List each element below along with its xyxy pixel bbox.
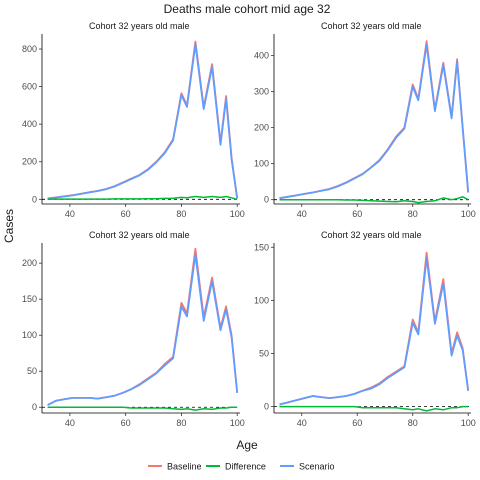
panel-title: Cohort 32 years old male xyxy=(89,21,190,31)
series-line-scenario xyxy=(47,253,239,406)
x-tick-label: 40 xyxy=(65,418,75,428)
series-line-scenario xyxy=(279,43,470,200)
y-tick-label: 400 xyxy=(254,51,269,61)
x-tick-label: 40 xyxy=(297,209,307,219)
x-tick-label: 80 xyxy=(176,418,186,428)
x-axis-label: Age xyxy=(236,438,258,452)
panel-3: Cohort 32 years old male 0 50 100 150 200 40 60… xyxy=(22,230,245,428)
x-tick-label: 60 xyxy=(352,209,362,219)
x-tick-label: 100 xyxy=(461,418,476,428)
y-tick-label: 50 xyxy=(27,366,37,376)
x-tick-label: 60 xyxy=(121,209,131,219)
x-tick-label: 100 xyxy=(230,209,245,219)
panel-title: Cohort 32 years old male xyxy=(89,230,190,240)
x-tick-label: 80 xyxy=(408,418,418,428)
y-tick-label: 100 xyxy=(254,295,269,305)
y-tick-label: 100 xyxy=(22,330,37,340)
y-tick-label: 0 xyxy=(264,402,269,412)
x-tick-label: 80 xyxy=(176,209,186,219)
x-tick-label: 40 xyxy=(297,418,307,428)
panel-2: Cohort 32 years old male 0 100 200 300 400 40 6… xyxy=(254,21,476,219)
y-tick-label: 100 xyxy=(254,159,269,169)
y-tick-label: 800 xyxy=(22,44,37,54)
figure-title: Deaths male cohort mid age 32 xyxy=(164,2,331,16)
series-line-difference xyxy=(47,195,238,201)
y-tick-label: 600 xyxy=(22,82,37,92)
series-line-difference xyxy=(47,406,238,411)
legend-label-difference: Difference xyxy=(225,462,266,472)
panel-title: Cohort 32 years old male xyxy=(321,21,422,31)
y-tick-label: 0 xyxy=(264,195,269,205)
y-tick-label: 50 xyxy=(259,349,269,359)
y-tick-label: 150 xyxy=(254,242,269,252)
x-tick-label: 40 xyxy=(65,209,75,219)
x-tick-label: 100 xyxy=(461,209,476,219)
x-tick-label: 60 xyxy=(121,418,131,428)
x-tick-label: 100 xyxy=(230,418,245,428)
panel-1: Cohort 32 years old male 0 200 400 600 800 40 6… xyxy=(22,21,245,219)
series-line-scenario xyxy=(279,256,470,406)
y-tick-label: 150 xyxy=(22,294,37,304)
y-tick-label: 0 xyxy=(32,402,37,412)
series-line-scenario xyxy=(47,43,239,200)
x-tick-label: 80 xyxy=(408,209,418,219)
series-line-difference xyxy=(279,196,469,204)
y-tick-label: 200 xyxy=(22,258,37,268)
panel-title: Cohort 32 years old male xyxy=(321,230,422,240)
legend-label-scenario: Scenario xyxy=(299,462,335,472)
y-tick-label: 0 xyxy=(32,194,37,204)
y-tick-label: 200 xyxy=(254,123,269,133)
y-tick-label: 300 xyxy=(254,87,269,97)
series-line-difference xyxy=(279,405,469,412)
x-tick-label: 60 xyxy=(352,418,362,428)
y-tick-label: 200 xyxy=(22,157,37,167)
y-tick-label: 400 xyxy=(22,119,37,129)
panel-4: Cohort 32 years old male 0 50 100 150 40 60 80 1… xyxy=(254,230,476,428)
y-axis-label: Cases xyxy=(2,209,16,243)
legend: Baseline Difference Scenario xyxy=(148,462,335,472)
legend-label-baseline: Baseline xyxy=(167,462,202,472)
